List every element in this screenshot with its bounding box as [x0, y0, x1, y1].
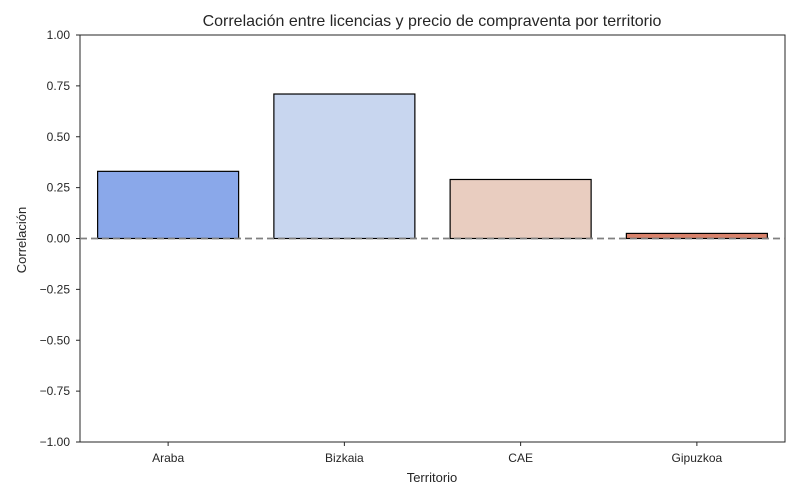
x-axis: Araba Bizkaia CAE Gipuzkoa [152, 442, 723, 465]
bar-araba [97, 170, 240, 240]
y-tick-label: 0.50 [47, 130, 71, 144]
y-tick-label: 0.00 [47, 232, 71, 246]
y-tick-label: −0.75 [40, 384, 71, 398]
y-tick-label: −0.25 [40, 282, 71, 296]
chart-title: Correlación entre licencias y precio de … [203, 13, 662, 30]
bar-cae [449, 178, 592, 240]
y-tick-label: 0.75 [47, 79, 71, 93]
y-tick-label: 1.00 [47, 28, 71, 42]
x-tick-label: Gipuzkoa [672, 451, 723, 465]
y-axis-label: Correlación [14, 207, 29, 273]
x-tick-label: Araba [152, 451, 184, 465]
x-axis-label: Territorio [407, 470, 458, 485]
y-tick-label: 0.25 [47, 181, 71, 195]
y-tick-label: −1.00 [40, 435, 71, 449]
y-axis: 1.00 0.75 0.50 0.25 0.00 −0.25 −0.50 −0.75 −1.00 [40, 28, 80, 449]
bars [97, 93, 768, 240]
y-tick-label: −0.50 [40, 333, 71, 347]
x-tick-label: CAE [508, 451, 533, 465]
x-tick-label: Bizkaia [325, 451, 364, 465]
bar-bizkaia [273, 93, 416, 240]
